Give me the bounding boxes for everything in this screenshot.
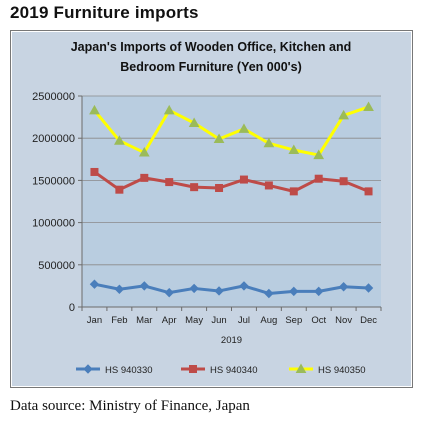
data-point-series-2 <box>165 178 174 187</box>
data-point-series-1 <box>114 284 125 294</box>
data-point-series-1 <box>89 279 100 289</box>
x-tick-label: Sep <box>285 315 302 326</box>
data-point-series-2 <box>314 174 323 183</box>
line-chart: Japan's Imports of Wooden Office, Kitche… <box>12 32 411 386</box>
data-point-series-1 <box>363 283 374 293</box>
data-point-series-1 <box>264 288 274 299</box>
legend-label-1: HS 940330 <box>105 365 153 376</box>
data-point-series-3 <box>89 104 100 115</box>
source-note: Data source: Ministry of Finance, Japan <box>10 398 250 414</box>
legend-marker-2 <box>189 365 197 373</box>
data-point-series-2 <box>339 177 348 186</box>
x-tick-label: Nov <box>335 315 352 326</box>
data-point-series-3 <box>313 149 325 160</box>
data-point-series-1 <box>164 287 174 298</box>
data-point-series-1 <box>139 281 149 291</box>
data-point-series-1 <box>189 283 199 294</box>
data-point-series-3 <box>338 109 349 120</box>
chart-frame: Japan's Imports of Wooden Office, Kitche… <box>10 30 413 388</box>
data-point-series-2 <box>115 185 124 194</box>
data-point-series-3 <box>363 101 374 111</box>
data-point-series-2 <box>140 173 149 182</box>
series-line-2 <box>93 170 370 193</box>
data-point-series-1 <box>214 286 224 296</box>
x-tick-label: Mar <box>136 315 152 326</box>
data-point-series-1 <box>338 282 349 292</box>
x-tick-label: Dec <box>360 315 377 326</box>
chart-title-line: Japan's Imports of Wooden Office, Kitche… <box>71 40 352 54</box>
data-point-series-3 <box>188 117 200 128</box>
data-point-series-3 <box>138 147 150 157</box>
data-point-series-3 <box>263 137 275 148</box>
data-point-series-3 <box>163 104 175 115</box>
legend-marker-3 <box>295 363 307 373</box>
legend-marker-1 <box>83 364 93 374</box>
data-point-series-2 <box>190 183 199 192</box>
x-tick-label: Feb <box>111 315 127 326</box>
page-heading: 2019 Furniture imports <box>10 3 199 22</box>
y-tick-label: 2000000 <box>32 133 75 145</box>
y-tick-label: 500000 <box>38 260 75 272</box>
plot-area <box>82 96 381 307</box>
data-point-series-2 <box>239 175 248 184</box>
legend-label-3: HS 940350 <box>318 365 366 376</box>
x-tick-label: May <box>185 315 203 326</box>
x-tick-label: Oct <box>311 315 326 326</box>
chart-title-line: Bedroom Furniture (Yen 000's) <box>120 60 301 74</box>
y-tick-label: 1000000 <box>32 218 75 230</box>
x-tick-label: Jun <box>211 315 226 326</box>
series-line-3 <box>93 105 370 157</box>
x-tick-label: Aug <box>260 315 277 326</box>
series-line-1 <box>94 282 369 295</box>
y-tick-label: 1500000 <box>32 175 75 187</box>
data-point-series-2 <box>364 187 373 196</box>
x-tick-label: Jul <box>238 315 250 326</box>
y-tick-label: 2500000 <box>32 91 75 103</box>
data-point-series-2 <box>264 181 273 190</box>
data-point-series-2 <box>289 187 298 196</box>
data-point-series-2 <box>90 167 99 176</box>
x-tick-label: Apr <box>162 315 177 326</box>
data-point-series-3 <box>114 135 125 145</box>
x-tick-label: Jan <box>87 315 102 326</box>
data-point-series-2 <box>215 183 224 192</box>
data-point-series-3 <box>288 144 300 155</box>
data-point-series-1 <box>289 286 299 297</box>
data-point-series-3 <box>213 133 225 144</box>
y-tick-label: 0 <box>69 302 75 314</box>
x-axis-title: 2019 <box>221 335 242 346</box>
data-point-series-3 <box>238 123 250 133</box>
data-point-series-1 <box>239 281 249 291</box>
data-point-series-1 <box>314 286 324 297</box>
legend-label-2: HS 940340 <box>210 365 258 376</box>
